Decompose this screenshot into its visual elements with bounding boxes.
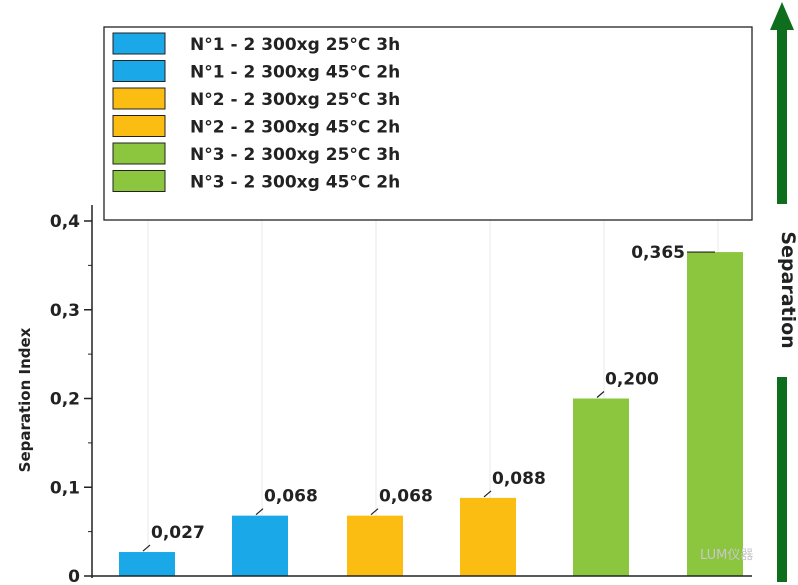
legend-swatch-6 xyxy=(112,170,166,192)
value-label-4: 0,088 xyxy=(492,469,546,489)
y-tick-label: 0,4 xyxy=(50,212,80,232)
legend: N°1 - 2 300xg 25°C 3h N°1 - 2 300xg 45°C … xyxy=(103,26,753,221)
value-label-6: 0,365 xyxy=(631,243,685,263)
separation-arrow: Separation xyxy=(770,2,798,582)
legend-swatch-3 xyxy=(112,87,166,110)
value-labels: 0,027 0,068 0,068 0,088 0,200 0,365 xyxy=(142,243,715,552)
value-leader-3 xyxy=(370,508,379,516)
arrow-shaft-lower xyxy=(777,377,787,582)
legend-label-1: N°1 - 2 300xg 25°C 3h xyxy=(190,35,400,55)
y-tick-label: 0,1 xyxy=(50,478,80,498)
bar-6 xyxy=(687,252,743,576)
legend-swatch-2 xyxy=(112,60,166,82)
value-leader-4 xyxy=(483,490,492,498)
arrow-head xyxy=(770,2,794,30)
y-tick-label: 0 xyxy=(68,567,80,585)
bars xyxy=(119,252,743,576)
value-leader-2 xyxy=(255,508,264,516)
bar-1 xyxy=(119,552,175,576)
y-tick-labels: 0 0,1 0,2 0,3 0,4 xyxy=(50,212,80,585)
legend-swatch-5 xyxy=(112,142,166,165)
legend-box xyxy=(103,26,753,221)
y-axis-label: Separation Index xyxy=(16,327,34,472)
value-label-2: 0,068 xyxy=(264,487,318,507)
bar-5 xyxy=(573,398,629,576)
bar-4 xyxy=(460,497,516,576)
bar-2 xyxy=(232,515,288,576)
axes xyxy=(84,205,752,578)
y-tick-label: 0,3 xyxy=(50,301,80,321)
arrow-shaft-upper xyxy=(777,29,787,204)
bar-3 xyxy=(347,515,403,576)
y-tick-label: 0,2 xyxy=(50,390,80,410)
arrow-label: Separation xyxy=(777,231,798,348)
watermark-text: LUM仪器 xyxy=(700,548,753,563)
legend-label-2: N°1 - 2 300xg 45°C 2h xyxy=(190,63,400,83)
legend-swatch-1 xyxy=(112,32,166,55)
legend-label-4: N°2 - 2 300xg 45°C 2h xyxy=(190,118,400,138)
value-leader-1 xyxy=(142,544,151,552)
legend-label-3: N°2 - 2 300xg 25°C 3h xyxy=(190,90,400,110)
value-label-3: 0,068 xyxy=(379,487,433,507)
value-label-1: 0,027 xyxy=(151,523,205,543)
value-label-5: 0,200 xyxy=(605,370,659,390)
value-leader-5 xyxy=(596,391,605,398)
legend-label-5: N°3 - 2 300xg 25°C 3h xyxy=(190,145,400,165)
legend-swatch-4 xyxy=(112,115,166,137)
legend-label-6: N°3 - 2 300xg 45°C 2h xyxy=(190,173,400,193)
